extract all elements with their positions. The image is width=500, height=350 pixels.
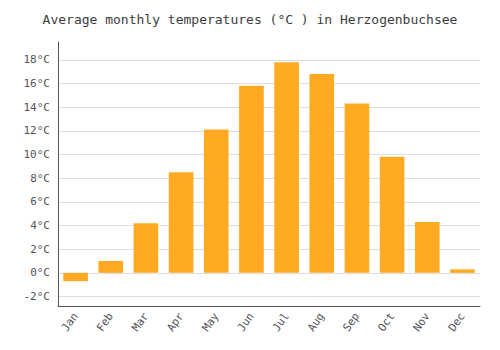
svg-text:14°C: 14°C <box>24 101 51 114</box>
svg-text:0°C: 0°C <box>30 266 50 279</box>
svg-text:Feb: Feb <box>94 310 116 334</box>
svg-text:16°C: 16°C <box>24 77 51 90</box>
svg-text:Mar: Mar <box>129 310 151 334</box>
svg-text:12°C: 12°C <box>24 124 51 137</box>
svg-text:18°C: 18°C <box>24 53 51 66</box>
svg-text:Sep: Sep <box>340 310 362 334</box>
svg-text:Oct: Oct <box>375 310 397 334</box>
svg-text:Nov: Nov <box>411 310 433 334</box>
svg-text:4°C: 4°C <box>30 219 50 232</box>
svg-text:-2°C: -2°C <box>24 290 51 303</box>
svg-text:Jan: Jan <box>59 310 81 334</box>
svg-text:10°C: 10°C <box>24 148 51 161</box>
svg-text:Apr: Apr <box>164 310 186 334</box>
svg-text:Dec: Dec <box>446 310 468 334</box>
svg-text:6°C: 6°C <box>30 195 50 208</box>
svg-text:8°C: 8°C <box>30 172 50 185</box>
svg-text:2°C: 2°C <box>30 243 50 256</box>
svg-text:May: May <box>200 310 222 334</box>
svg-text:Average monthly temperatures (: Average monthly temperatures (°C ) in He… <box>43 12 458 27</box>
svg-text:Aug: Aug <box>305 310 327 334</box>
svg-text:Jul: Jul <box>270 310 292 334</box>
svg-text:Jun: Jun <box>235 310 257 334</box>
